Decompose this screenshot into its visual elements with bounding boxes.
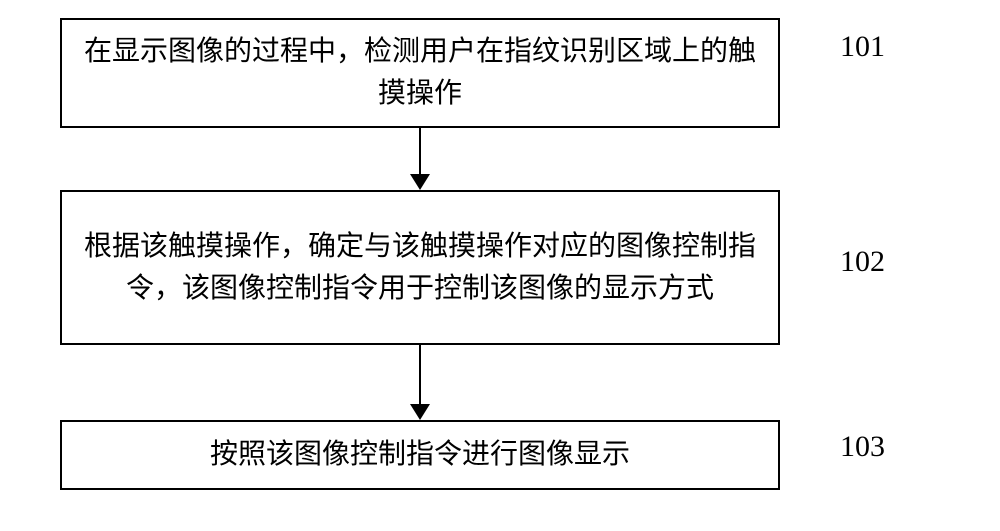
arrow-2-to-3 [410, 345, 430, 420]
flowchart-container: 在显示图像的过程中，检测用户在指纹识别区域上的触摸操作 101 根据该触摸操作，… [0, 0, 1000, 531]
flowchart-step-2: 根据该触摸操作，确定与该触摸操作对应的图像控制指令，该图像控制指令用于控制该图像… [60, 190, 780, 345]
step-2-label: 102 [840, 245, 885, 279]
step-2-text: 根据该触摸操作，确定与该触摸操作对应的图像控制指令，该图像控制指令用于控制该图像… [82, 226, 758, 310]
step-3-text: 按照该图像控制指令进行图像显示 [210, 434, 630, 476]
arrow-head-icon [410, 174, 430, 190]
arrow-head-icon [410, 404, 430, 420]
arrow-line [419, 345, 421, 404]
arrow-1-to-2 [410, 128, 430, 190]
flowchart-step-3: 按照该图像控制指令进行图像显示 [60, 420, 780, 490]
step-1-text: 在显示图像的过程中，检测用户在指纹识别区域上的触摸操作 [82, 31, 758, 115]
flowchart-step-1: 在显示图像的过程中，检测用户在指纹识别区域上的触摸操作 [60, 18, 780, 128]
step-3-label: 103 [840, 430, 885, 464]
step-1-label: 101 [840, 30, 885, 64]
arrow-line [419, 128, 421, 174]
